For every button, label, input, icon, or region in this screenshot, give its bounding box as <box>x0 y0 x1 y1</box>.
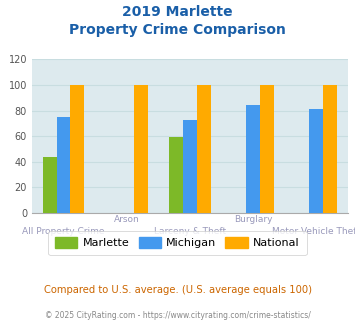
Text: Arson: Arson <box>114 215 140 224</box>
Text: Compared to U.S. average. (U.S. average equals 100): Compared to U.S. average. (U.S. average … <box>44 285 311 295</box>
Bar <box>323 85 337 213</box>
Text: Motor Vehicle Theft: Motor Vehicle Theft <box>272 227 355 236</box>
Text: 2019 Marlette: 2019 Marlette <box>122 5 233 19</box>
Text: All Property Crime: All Property Crime <box>22 227 105 236</box>
Bar <box>260 85 274 213</box>
Bar <box>71 85 84 213</box>
Bar <box>246 106 260 213</box>
Text: Burglary: Burglary <box>234 215 272 224</box>
Text: Property Crime Comparison: Property Crime Comparison <box>69 23 286 37</box>
Bar <box>134 85 148 213</box>
Legend: Marlette, Michigan, National: Marlette, Michigan, National <box>49 231 306 255</box>
Bar <box>56 117 71 213</box>
Bar <box>309 109 323 213</box>
Bar <box>183 119 197 213</box>
Text: Larceny & Theft: Larceny & Theft <box>154 227 226 236</box>
Bar <box>43 156 56 213</box>
Bar <box>197 85 211 213</box>
Bar <box>169 137 183 213</box>
Text: © 2025 CityRating.com - https://www.cityrating.com/crime-statistics/: © 2025 CityRating.com - https://www.city… <box>45 311 310 320</box>
